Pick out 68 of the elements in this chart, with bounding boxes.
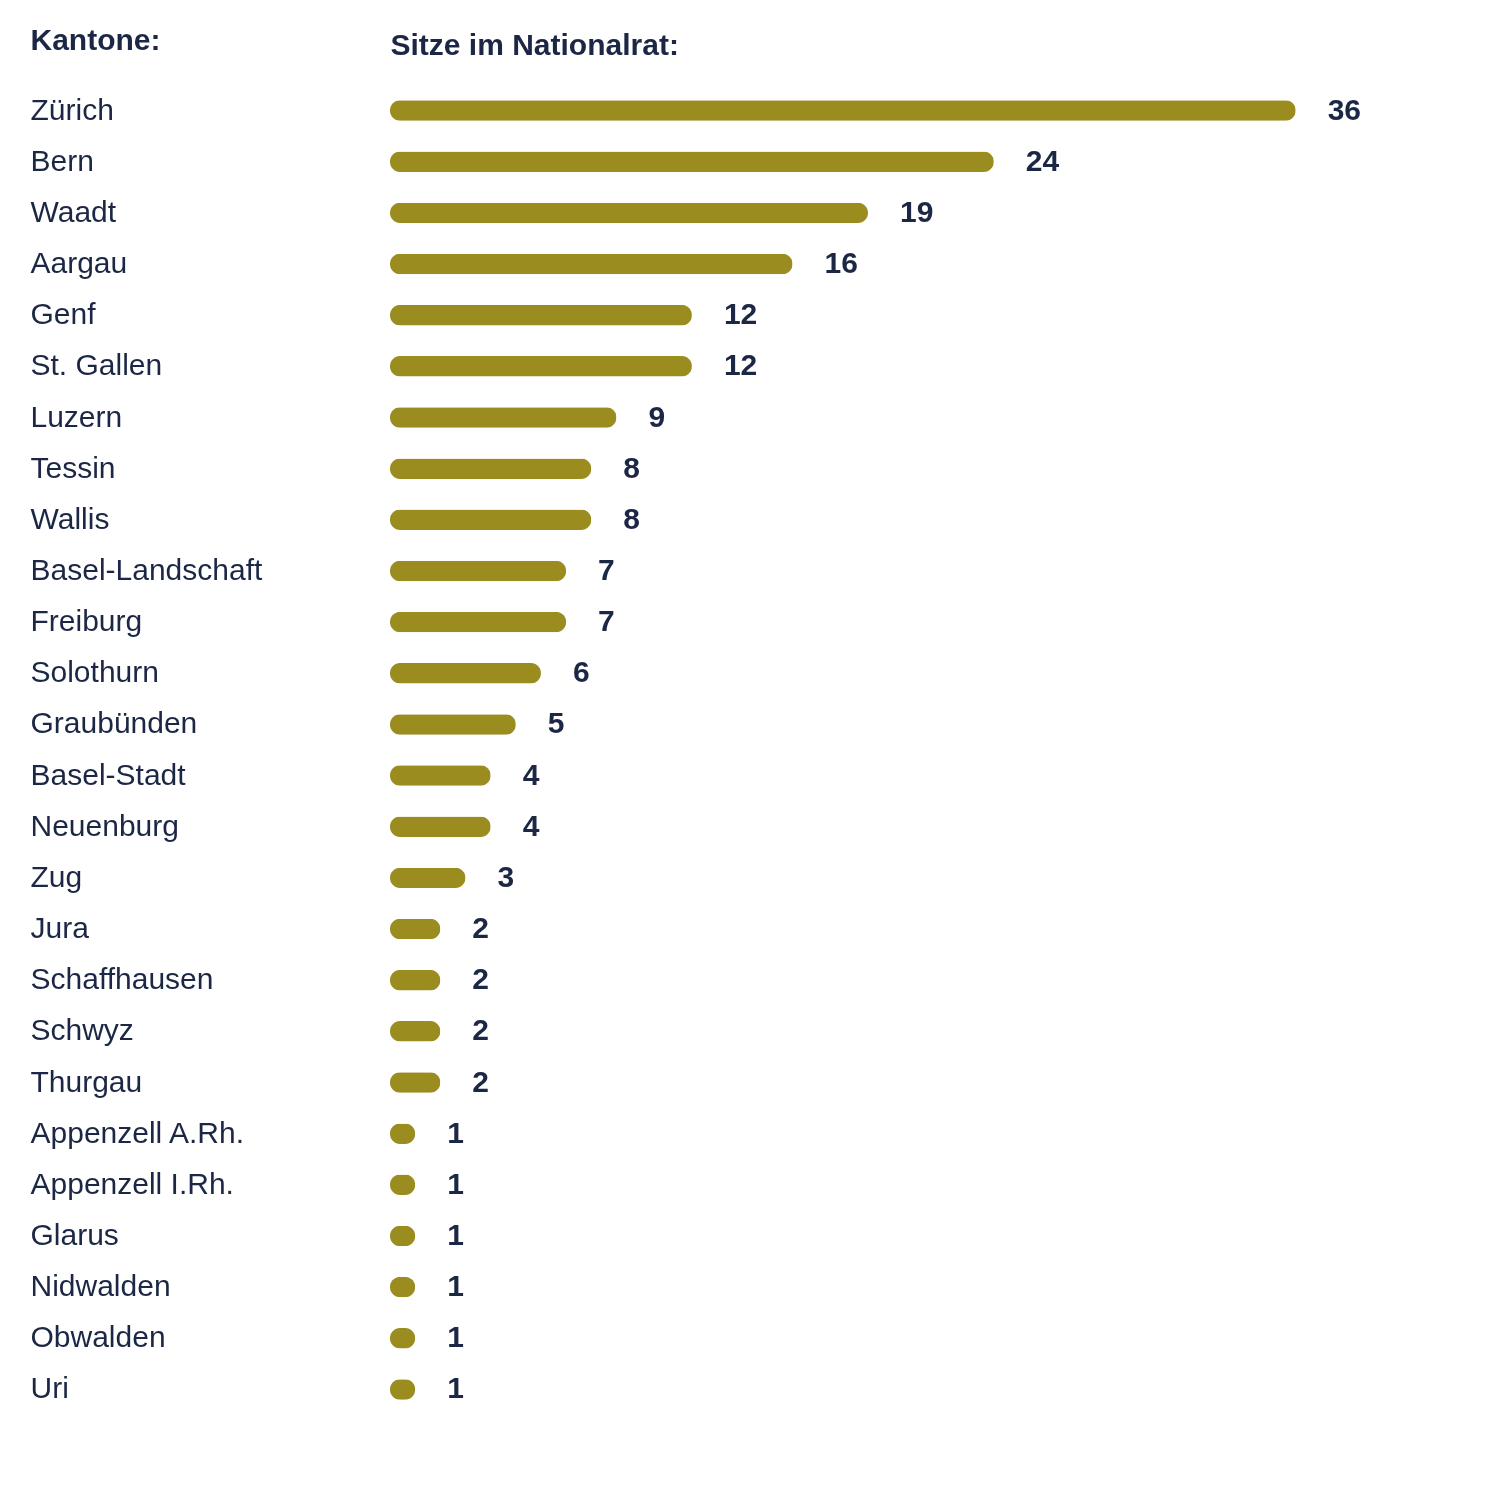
y-tick-label: Appenzell I.Rh. xyxy=(30,1166,234,1200)
y-tick-label: Wallis xyxy=(30,501,110,535)
bar xyxy=(390,867,466,889)
y-tick-label: Genf xyxy=(30,297,97,331)
y-tick-label: Glarus xyxy=(30,1217,119,1251)
y-tick-label: Aargau xyxy=(30,246,128,280)
y-tick-label: Uri xyxy=(30,1371,69,1405)
data-label: 7 xyxy=(598,604,615,638)
bar xyxy=(390,356,692,377)
y-tick-label: Graubünden xyxy=(30,706,198,740)
bar xyxy=(390,304,692,326)
y-axis-title: Kantone: xyxy=(30,22,161,56)
y-tick-label: Luzern xyxy=(30,399,123,433)
data-label: 12 xyxy=(723,297,758,331)
data-label: 4 xyxy=(522,808,540,842)
y-tick-label: Thurgau xyxy=(30,1064,143,1098)
bar xyxy=(390,560,567,582)
bar xyxy=(390,151,994,172)
y-tick-label: Basel-Landschaft xyxy=(30,552,263,586)
data-label: 2 xyxy=(472,911,489,945)
y-tick-label: Zug xyxy=(30,859,83,893)
data-label: 2 xyxy=(472,962,489,996)
data-label: 7 xyxy=(598,552,615,586)
bar xyxy=(390,458,592,479)
data-label: 1 xyxy=(447,1371,464,1405)
data-label: 1 xyxy=(447,1217,464,1251)
y-tick-label: Freiburg xyxy=(30,604,143,638)
data-label: 2 xyxy=(472,1013,489,1047)
bar xyxy=(390,611,567,633)
x-axis-title: Sitze im Nationalrat: xyxy=(390,27,679,61)
data-label: 24 xyxy=(1025,143,1060,177)
data-label: 1 xyxy=(447,1269,464,1303)
y-tick-label: Jura xyxy=(30,911,90,945)
data-label: 36 xyxy=(1327,92,1362,126)
bar xyxy=(390,407,617,428)
bar xyxy=(390,509,592,531)
data-label: 1 xyxy=(447,1320,464,1354)
y-tick-label: Schwyz xyxy=(30,1013,134,1047)
data-label: 19 xyxy=(899,194,934,228)
data-label: 2 xyxy=(472,1064,489,1098)
y-tick-label: Zürich xyxy=(30,92,114,126)
y-tick-label: Bern xyxy=(30,143,94,177)
data-label: 8 xyxy=(623,501,640,535)
data-label: 1 xyxy=(447,1115,464,1149)
data-label: 12 xyxy=(723,348,758,382)
y-tick-label: Solothurn xyxy=(30,655,159,689)
y-tick-label: Neuenburg xyxy=(30,808,179,842)
data-label: 1 xyxy=(447,1166,464,1200)
y-tick-label: Schaffhausen xyxy=(30,962,214,996)
bar xyxy=(390,100,1296,121)
data-label: 8 xyxy=(623,450,640,484)
y-tick-label: St. Gallen xyxy=(30,348,163,382)
bar xyxy=(390,816,491,837)
y-tick-label: Appenzell A.Rh. xyxy=(30,1115,244,1149)
bar xyxy=(390,663,541,684)
data-label: 9 xyxy=(648,399,666,433)
y-tick-label: Waadt xyxy=(30,194,117,228)
y-tick-label: Basel-Stadt xyxy=(30,757,187,791)
y-tick-label: Tessin xyxy=(30,450,116,484)
data-label: 5 xyxy=(547,706,565,740)
data-label: 3 xyxy=(497,859,515,893)
data-label: 4 xyxy=(522,757,540,791)
y-tick-label: Obwalden xyxy=(30,1320,166,1354)
bar xyxy=(390,202,868,224)
y-tick-label: Nidwalden xyxy=(30,1269,171,1303)
bar xyxy=(390,253,793,275)
data-label: 16 xyxy=(824,246,858,280)
data-label: 6 xyxy=(572,655,590,689)
